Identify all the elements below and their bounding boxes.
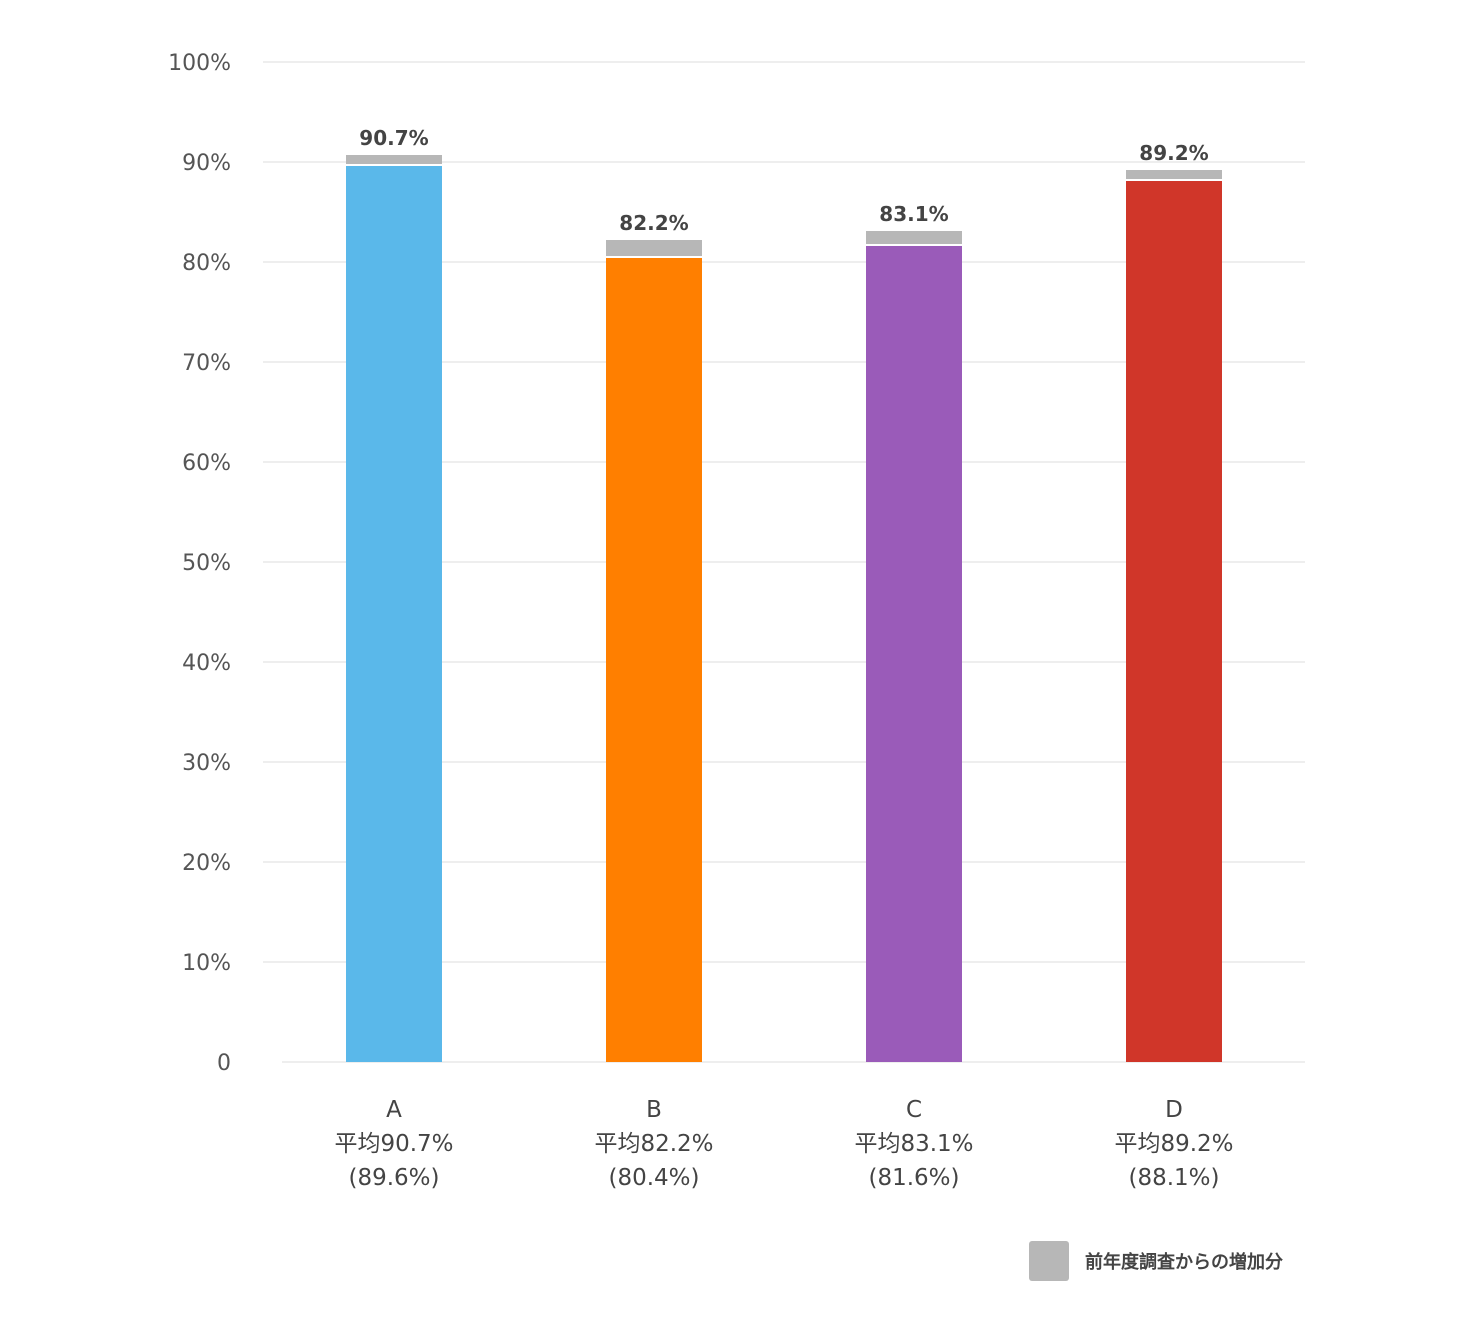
bars xyxy=(346,155,1222,1062)
category-label-b: B 平均82.2% (80.4%) xyxy=(554,1093,754,1195)
category-name: D xyxy=(1165,1097,1183,1123)
category-label-a: A 平均90.7% (89.6%) xyxy=(294,1093,494,1195)
y-tick-label: 80% xyxy=(182,251,231,276)
category-name: A xyxy=(386,1097,402,1123)
category-average: 平均89.2% xyxy=(1114,1131,1234,1157)
value-label-c: 83.1% xyxy=(879,202,948,226)
y-tick-label: 100% xyxy=(168,51,231,76)
y-tick-label: 10% xyxy=(182,951,231,976)
y-axis: 0 10% 20% 30% 40% 50% 60% 70% 80% 90% 100% xyxy=(168,51,231,1076)
y-tick-label: 20% xyxy=(182,851,231,876)
category-average: 平均82.2% xyxy=(594,1131,714,1157)
bar-c xyxy=(866,246,962,1062)
category-name: B xyxy=(646,1097,662,1123)
increase-segment-b xyxy=(606,240,702,256)
increase-segment-c xyxy=(866,231,962,244)
increase-segment-a xyxy=(346,155,442,164)
bar-a xyxy=(346,166,442,1062)
increase-segment-d xyxy=(1126,170,1222,179)
category-average: 平均90.7% xyxy=(334,1131,454,1157)
value-label-b: 82.2% xyxy=(619,211,688,235)
category-name: C xyxy=(905,1097,923,1123)
legend-swatch xyxy=(1029,1241,1069,1281)
legend: 前年度調査からの増加分 xyxy=(1029,1241,1283,1281)
y-tick-label: 60% xyxy=(182,451,231,476)
category-previous: (88.1%) xyxy=(1128,1165,1220,1191)
y-tick-label: 0 xyxy=(217,1051,231,1076)
bar-b xyxy=(606,258,702,1062)
category-previous: (81.6%) xyxy=(868,1165,960,1191)
category-label-c: C 平均83.1% (81.6%) xyxy=(814,1093,1014,1195)
value-label-d: 89.2% xyxy=(1139,141,1208,165)
bar-d xyxy=(1126,181,1222,1062)
category-previous: (80.4%) xyxy=(608,1165,700,1191)
y-tick-label: 40% xyxy=(182,651,231,676)
y-tick-label: 90% xyxy=(182,151,231,176)
y-tick-label: 50% xyxy=(182,551,231,576)
category-previous: (89.6%) xyxy=(348,1165,440,1191)
value-label-a: 90.7% xyxy=(359,126,428,150)
value-labels: 90.7% 82.2% 83.1% 89.2% xyxy=(359,126,1208,235)
category-label-d: D 平均89.2% (88.1%) xyxy=(1074,1093,1274,1195)
category-average: 平均83.1% xyxy=(854,1131,974,1157)
y-tick-label: 30% xyxy=(182,751,231,776)
legend-label: 前年度調査からの増加分 xyxy=(1085,1252,1283,1273)
y-tick-label: 70% xyxy=(182,351,231,376)
